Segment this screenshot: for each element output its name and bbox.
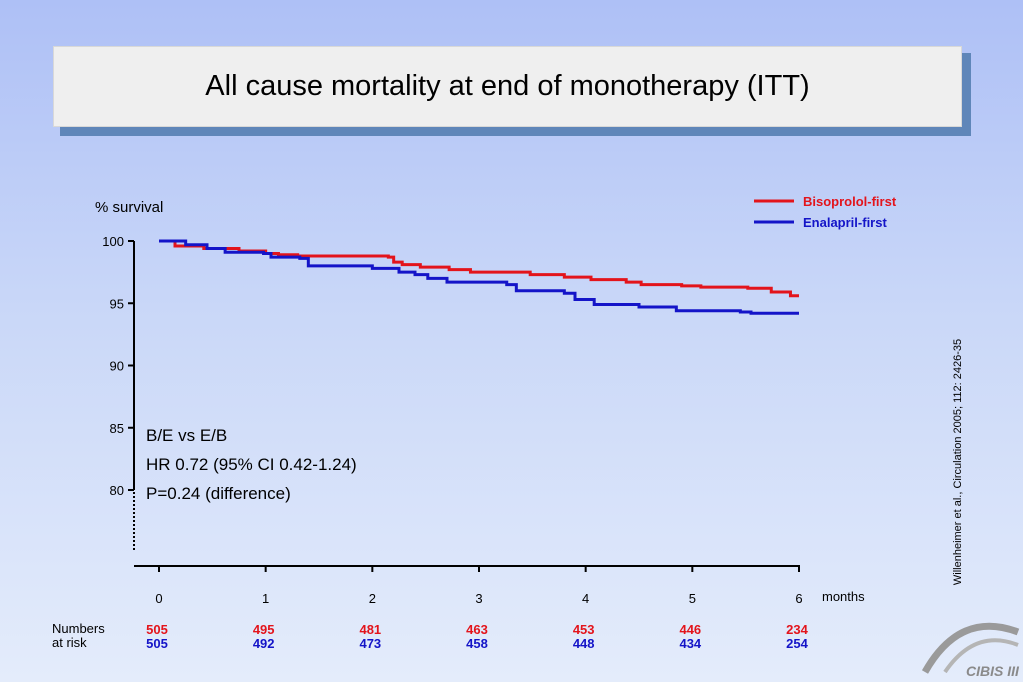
risk-count-enalapril: 254 [786,636,808,651]
x-tick-label: 5 [689,591,696,606]
slide-title: All cause mortality at end of monotherap… [205,70,810,102]
x-tick-label: 0 [155,591,162,606]
x-tick-label: 1 [262,591,269,606]
legend-label-bisoprolol: Bisoprolol-first [803,194,897,209]
y-ticks: 100 95 90 85 80 [102,234,134,498]
risk-label-line-2: at risk [52,635,87,650]
title-box: All cause mortality at end of monotherap… [53,46,962,127]
annotation-line-3: P=0.24 (difference) [146,484,291,503]
logo-arch-inner [943,638,1019,674]
cibis-logo: CIBIS III [921,622,1020,679]
series-lines [159,239,799,315]
bisoprolol-first-line [159,239,799,298]
risk-count-enalapril: 448 [573,636,595,651]
hr-annotation: B/E vs E/B HR 0.72 (95% CI 0.42-1.24) P=… [146,426,357,503]
legend: Bisoprolol-first Enalapril-first [754,194,897,230]
y-axis-label: % survival [95,199,163,216]
numbers-at-risk-label: Numbers at risk [52,621,105,650]
x-tick-label: 4 [582,591,589,606]
risk-count-bisoprolol: 453 [573,622,595,637]
risk-count-enalapril: 473 [359,636,381,651]
y-tick-label: 100 [102,234,124,249]
y-tick-label: 80 [110,483,124,498]
enalapril-first-line [159,239,799,315]
x-tick-label: 2 [369,591,376,606]
chart-axes [133,241,800,567]
logo-arch [921,622,1020,674]
x-tick-label: 3 [475,591,482,606]
risk-count-bisoprolol: 463 [466,622,488,637]
y-tick-label: 85 [110,421,124,436]
x-ticks: 0 1 2 3 4 5 6 [155,566,803,606]
x-axis-label: months [822,589,865,604]
annotation-line-2: HR 0.72 (95% CI 0.42-1.24) [146,455,357,474]
legend-label-enalapril: Enalapril-first [803,215,887,230]
risk-count-bisoprolol: 495 [253,622,275,637]
risk-count-enalapril: 458 [466,636,488,651]
risk-count-enalapril: 505 [146,636,168,651]
numbers-at-risk: 505 495 481 463 453 446 234 505 492 473 458 448 434 2… [146,622,808,651]
risk-label-line-1: Numbers [52,621,105,636]
y-tick-label: 95 [110,296,124,311]
risk-count-bisoprolol: 234 [786,622,808,637]
risk-count-bisoprolol: 505 [146,622,168,637]
logo-text: CIBIS III [966,663,1020,679]
x-tick-label: 6 [795,591,802,606]
risk-count-enalapril: 492 [253,636,275,651]
annotation-line-1: B/E vs E/B [146,426,227,445]
y-tick-label: 90 [110,359,124,374]
risk-count-bisoprolol: 481 [359,622,381,637]
risk-count-bisoprolol: 446 [679,622,701,637]
risk-count-enalapril: 434 [679,636,701,651]
citation: Willenheimer et al., Circulation 2005; 1… [952,338,964,586]
